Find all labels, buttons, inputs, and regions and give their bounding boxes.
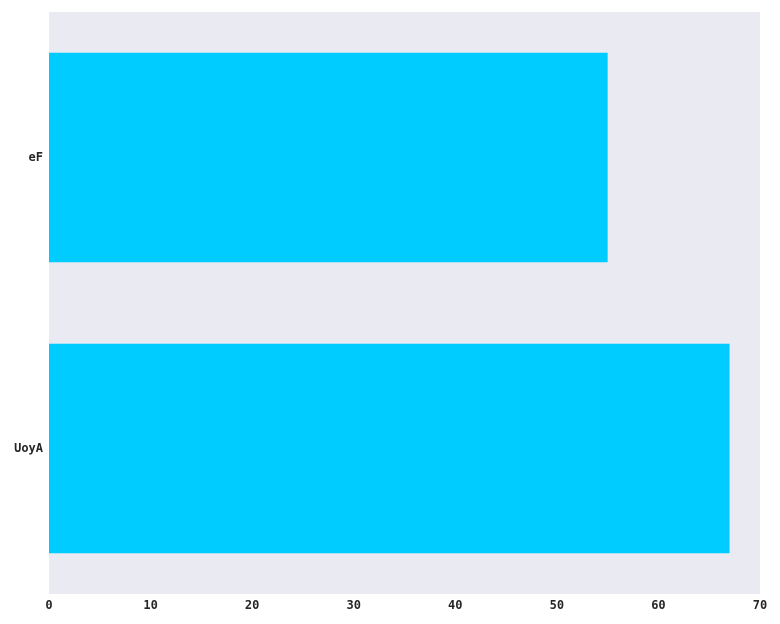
x-tick-label: 10 bbox=[143, 598, 157, 612]
bar-UoyA bbox=[49, 343, 730, 554]
x-tick-label: 30 bbox=[346, 598, 360, 612]
x-tick-label: 70 bbox=[753, 598, 767, 612]
y-tick-label: eF bbox=[29, 150, 43, 164]
x-tick-label: 40 bbox=[448, 598, 462, 612]
x-tick-label: 60 bbox=[651, 598, 665, 612]
x-tick-labels: 0 10 20 30 40 50 60 70 bbox=[45, 598, 767, 612]
bar-eF bbox=[49, 52, 608, 263]
x-tick-label: 0 bbox=[45, 598, 52, 612]
bars-group bbox=[49, 52, 730, 554]
x-tick-label: 20 bbox=[245, 598, 259, 612]
y-tick-label: UoyA bbox=[14, 441, 44, 455]
x-tick-label: 50 bbox=[550, 598, 564, 612]
y-tick-labels: eF UoyA bbox=[14, 150, 44, 455]
